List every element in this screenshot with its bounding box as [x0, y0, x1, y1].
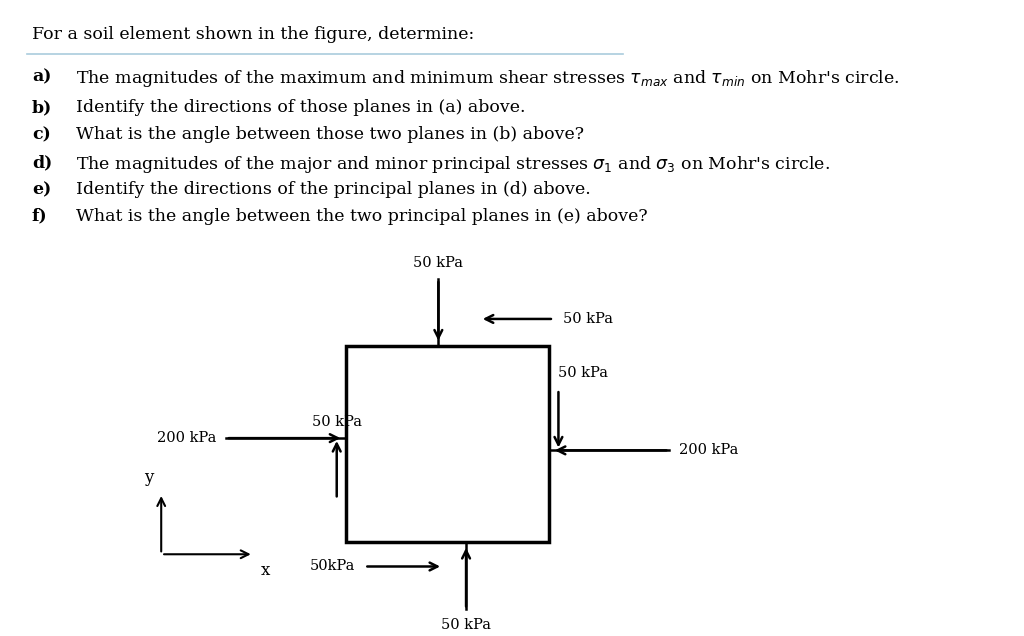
Bar: [346, 347, 549, 542]
Text: 50 kPa: 50 kPa: [414, 256, 463, 270]
Text: f): f): [32, 208, 47, 225]
Text: 50 kPa: 50 kPa: [311, 415, 361, 429]
Text: e): e): [32, 181, 51, 198]
Text: c): c): [32, 127, 50, 143]
Text: 50 kPa: 50 kPa: [563, 312, 613, 326]
Text: x: x: [261, 562, 270, 579]
Text: a): a): [32, 68, 51, 85]
Text: What is the angle between the two principal planes in (e) above?: What is the angle between the two princi…: [76, 208, 648, 225]
Text: 50 kPa: 50 kPa: [441, 618, 492, 632]
Text: What is the angle between those two planes in (b) above?: What is the angle between those two plan…: [76, 127, 585, 143]
Text: y: y: [144, 469, 154, 486]
Text: 200 kPa: 200 kPa: [679, 443, 738, 457]
Text: 50 kPa: 50 kPa: [558, 366, 608, 380]
Text: b): b): [32, 99, 52, 116]
Text: The magnitudes of the major and minor principal stresses $\sigma_1$ and $\sigma_: The magnitudes of the major and minor pr…: [76, 154, 830, 175]
Text: Identify the directions of the principal planes in (d) above.: Identify the directions of the principal…: [76, 181, 591, 198]
Text: 200 kPa: 200 kPa: [158, 431, 217, 445]
Text: For a soil element shown in the figure, determine:: For a soil element shown in the figure, …: [32, 25, 474, 43]
Text: d): d): [32, 154, 52, 171]
Text: 50kPa: 50kPa: [310, 560, 355, 574]
Text: The magnitudes of the maximum and minimum shear stresses $\tau_{max}$ and $\tau_: The magnitudes of the maximum and minimu…: [76, 68, 900, 89]
Text: Identify the directions of those planes in (a) above.: Identify the directions of those planes …: [76, 99, 525, 116]
